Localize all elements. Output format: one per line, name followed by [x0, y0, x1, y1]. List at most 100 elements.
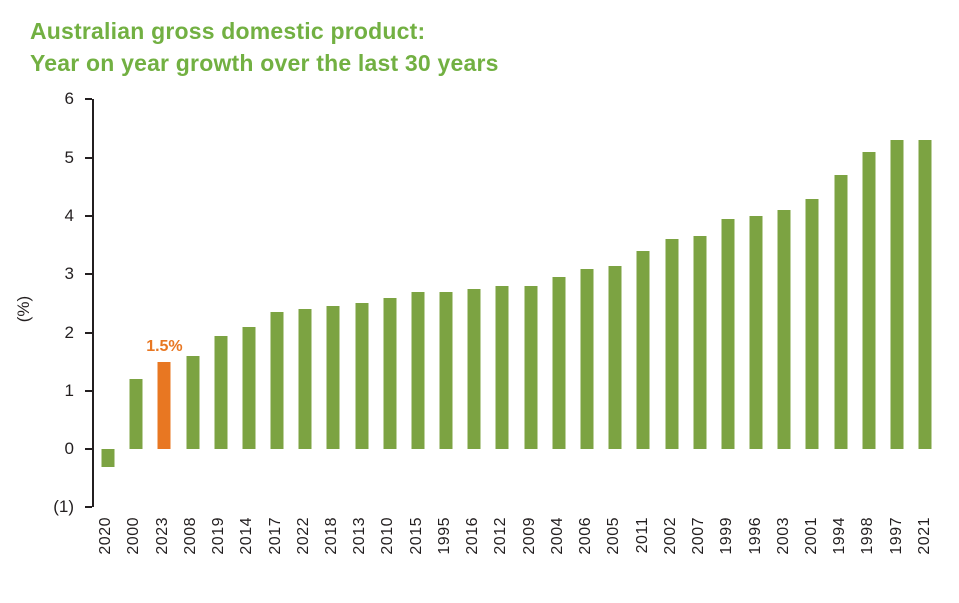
chart-title: Australian gross domestic product: Year …	[0, 0, 959, 79]
bar-2008	[186, 355, 200, 450]
y-tick-label: (1)	[53, 497, 74, 517]
chart-title-line-2: Year on year growth over the last 30 yea…	[30, 49, 499, 76]
x-tick-label: 2003	[774, 517, 792, 556]
y-tick-label: 6	[64, 89, 74, 109]
bar-2020	[101, 449, 115, 467]
y-tick-mark	[85, 389, 92, 392]
x-tick-label: 2010	[379, 517, 397, 556]
x-tick-label: 1999	[718, 517, 736, 556]
bar-1994	[834, 175, 848, 450]
bar-slot	[770, 99, 798, 507]
x-tick-label: 2022	[294, 517, 312, 556]
y-tick-mark	[85, 448, 92, 451]
bar-slot	[348, 99, 376, 507]
x-tick-label: 1995	[435, 517, 453, 556]
bar-highlight-2023	[157, 361, 171, 450]
x-tick-label: 2021	[915, 517, 933, 556]
x-tick-cell: 2000	[120, 517, 148, 595]
bar-2011	[636, 251, 650, 450]
x-tick-cell: 2013	[346, 517, 374, 595]
bar-2022	[298, 309, 312, 450]
x-tick-label: 1997	[887, 517, 905, 556]
x-tick-label: 2001	[802, 517, 820, 556]
bar-slot	[376, 99, 404, 507]
bar-2006	[580, 268, 594, 450]
x-tick-cell: 2009	[516, 517, 544, 595]
chart-title-line-1: Australian gross domestic product:	[30, 18, 426, 44]
x-tick-label: 2014	[238, 517, 256, 556]
x-tick-label: 1996	[746, 517, 764, 556]
bar-slot	[404, 99, 432, 507]
x-tick-label: 1998	[859, 517, 877, 556]
bar-1996	[749, 216, 763, 450]
bar-slot	[263, 99, 291, 507]
x-tick-cell: 2020	[92, 517, 120, 595]
bar-2013	[355, 303, 369, 450]
bar-slot	[826, 99, 854, 507]
x-tick-cell: 2015	[403, 517, 431, 595]
y-axis: (%) 6 5 4 3 2 1 0 (1)	[0, 89, 92, 516]
bar-slot	[179, 99, 207, 507]
bar-slot	[601, 99, 629, 507]
bar-slot	[319, 99, 347, 507]
x-tick-cell: 1999	[713, 517, 741, 595]
x-tick-cell: 2004	[544, 517, 572, 595]
y-tick-mark	[85, 98, 92, 101]
bar-2012	[495, 286, 509, 450]
x-tick-label: 2004	[548, 517, 566, 556]
bar-slot	[798, 99, 826, 507]
plot-area: 1.5%	[92, 99, 939, 508]
bar-1997	[890, 140, 904, 450]
x-tick-label: 2013	[351, 517, 369, 556]
bar-2003	[777, 210, 791, 450]
x-tick-cell: 2002	[657, 517, 685, 595]
x-tick-cell: 2016	[459, 517, 487, 595]
bar-slot	[742, 99, 770, 507]
x-tick-cell: 2017	[261, 517, 289, 595]
highlight-value-label: 1.5%	[146, 337, 183, 355]
y-tick-mark	[85, 156, 92, 159]
x-tick-cell: 1997	[883, 517, 911, 595]
bar-slot	[488, 99, 516, 507]
bar-2001	[805, 198, 819, 450]
x-tick-label: 2002	[661, 517, 679, 556]
y-axis-title: (%)	[14, 296, 33, 323]
bar-slot	[460, 99, 488, 507]
x-tick-label: 2000	[125, 517, 143, 556]
x-tick-cell: 2012	[487, 517, 515, 595]
x-tick-label: 2019	[210, 517, 228, 556]
x-tick-cell: 2006	[572, 517, 600, 595]
x-tick-cell: 2008	[177, 517, 205, 595]
bar-2010	[383, 297, 397, 450]
x-tick-label: 2006	[577, 517, 595, 556]
bar-chart: (%) 6 5 4 3 2 1 0 (1) 1.5% 2020 2000 2023 2008 2019…	[0, 89, 959, 598]
x-tick-label: 2020	[97, 517, 115, 556]
bar-2000	[129, 379, 143, 450]
bar-slot	[207, 99, 235, 507]
bar-slot	[883, 99, 911, 507]
x-tick-label: 1994	[831, 517, 849, 556]
x-tick-cell: 2019	[205, 517, 233, 595]
bar-1995	[439, 291, 453, 450]
x-tick-cell: 2021	[911, 517, 939, 595]
bar-2015	[411, 291, 425, 450]
bar-slot	[686, 99, 714, 507]
bar-slot	[122, 99, 150, 507]
x-tick-cell: 2022	[290, 517, 318, 595]
bar-slot	[94, 99, 122, 507]
y-tick-label: 5	[64, 147, 74, 167]
x-tick-label: 2017	[266, 517, 284, 556]
bar-slot	[629, 99, 657, 507]
bar-2009	[524, 286, 538, 450]
y-tick-mark	[85, 506, 92, 509]
bar-slot	[235, 99, 263, 507]
x-tick-label: 2015	[407, 517, 425, 556]
bar-2019	[214, 335, 228, 450]
bar-slot	[545, 99, 573, 507]
x-tick-label: 2007	[690, 517, 708, 556]
y-tick-label: 2	[64, 322, 74, 342]
x-tick-cell: 2010	[374, 517, 402, 595]
x-tick-cell: 1995	[431, 517, 459, 595]
bar-slot	[573, 99, 601, 507]
